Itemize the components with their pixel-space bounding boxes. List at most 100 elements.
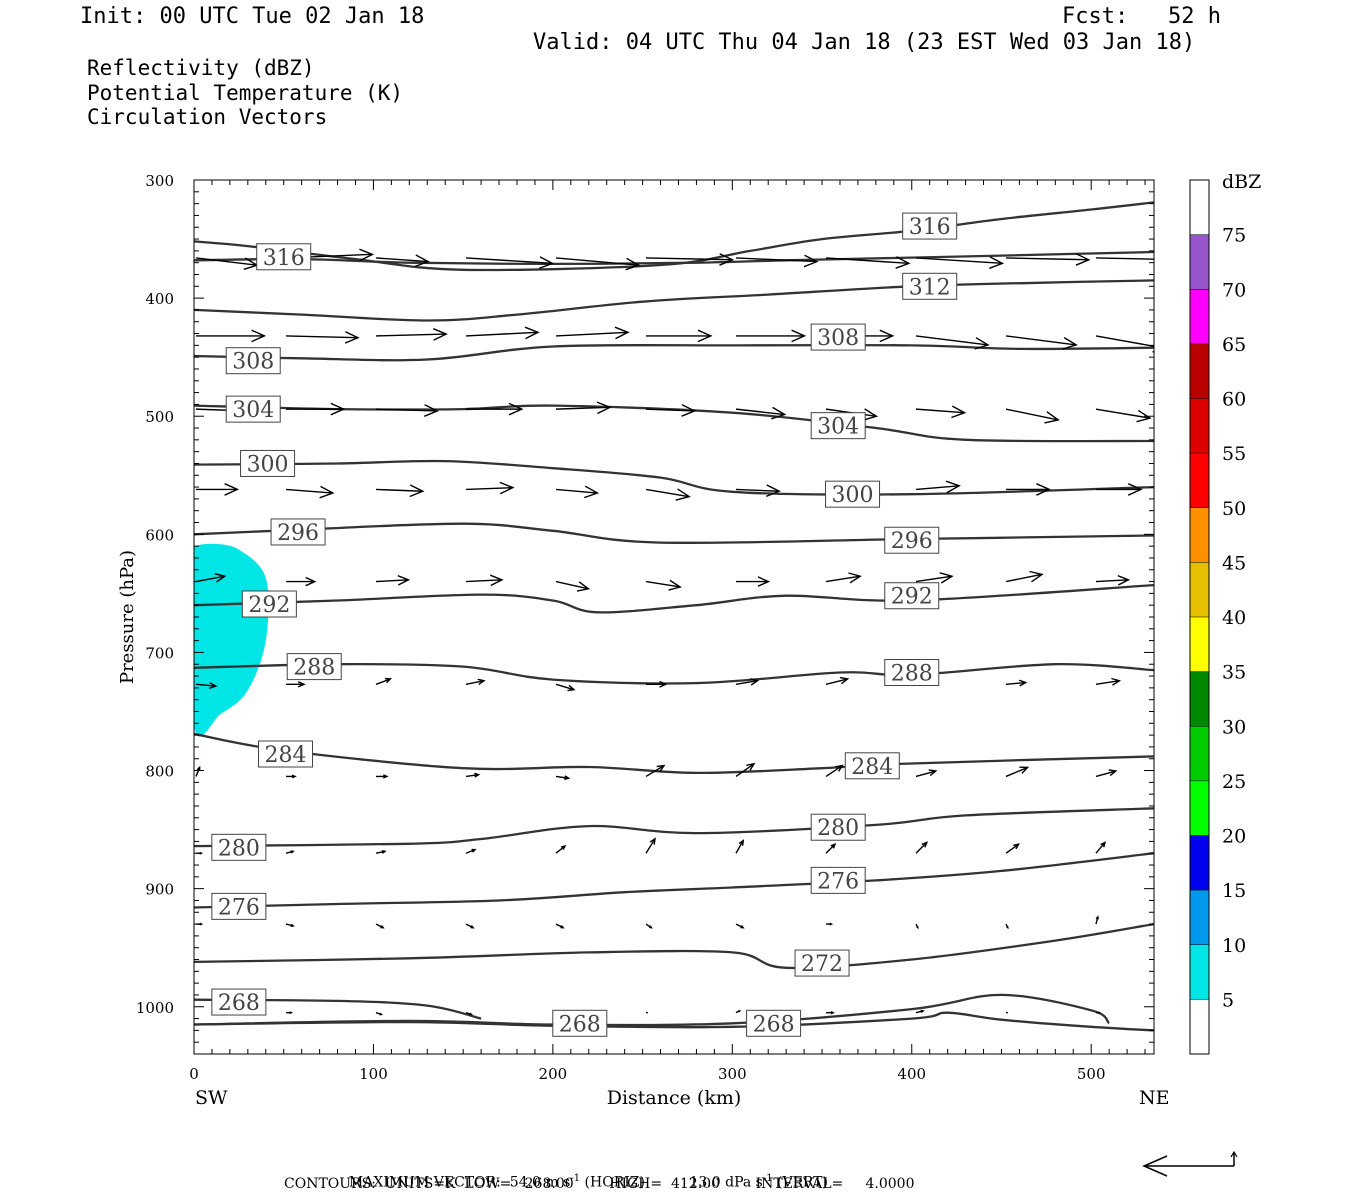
circulation-vector (645, 837, 656, 854)
circulation-vector (465, 1011, 474, 1016)
circulation-vector (1005, 253, 1091, 266)
circulation-vector (286, 681, 306, 688)
x-tick-label: 0 (189, 1065, 199, 1083)
circulation-vector (825, 764, 844, 778)
colorbar-label: 30 (1222, 716, 1246, 738)
y-tick-label: 500 (145, 408, 174, 426)
contour-label-292: 292 (891, 585, 933, 610)
vert-max-value: 13.0 (689, 1174, 721, 1191)
x-tick-label: 400 (897, 1065, 926, 1083)
x-tick-label: 100 (359, 1065, 388, 1083)
circulation-vector (1095, 335, 1154, 353)
init-time: Init: 00 UTC Tue 02 Jan 18 (80, 4, 425, 29)
dbz-colorbar: 5 10 15 20 25 30 35 40 45 50 55 60 65 70 75 (1189, 179, 1246, 1055)
colorbar-segment (1190, 835, 1209, 891)
circulation-vector (915, 769, 938, 778)
colorbar-unit: dBZ (1222, 171, 1261, 193)
horiz-unit: m s (545, 1174, 571, 1191)
circulation-vector (735, 762, 756, 778)
colorbar-segment (1190, 289, 1209, 344)
circulation-vector (555, 401, 612, 415)
circulation-vector (1005, 766, 1030, 778)
y-axis-title: Pressure (hPa) (117, 550, 138, 684)
theta-contour-308 (194, 343, 1154, 362)
circulation-vector (1095, 915, 1099, 925)
contour-label-box (902, 272, 958, 300)
theta-contour-316 (194, 201, 1154, 272)
contour-label-box (211, 892, 267, 920)
contour-label-276: 276 (218, 895, 260, 920)
contour-label-296: 296 (891, 529, 933, 554)
contour-label-292: 292 (248, 593, 290, 618)
circulation-vector (1005, 570, 1044, 583)
contour-label-312: 312 (909, 275, 951, 300)
contour-label-box (225, 347, 281, 375)
contour-label-box (286, 653, 342, 681)
circulation-vector (196, 483, 240, 496)
y-tick-label: 400 (145, 290, 174, 308)
circulation-vector (465, 256, 555, 269)
contour-label-268: 268 (218, 991, 260, 1016)
contour-label-300: 300 (832, 483, 874, 508)
y-tick-label: 900 (145, 881, 174, 899)
contour-label-268: 268 (753, 1012, 795, 1037)
circulation-vector (286, 402, 346, 416)
circulation-vector (645, 488, 691, 501)
contour-label-box (810, 866, 866, 894)
contour-label-288: 288 (891, 662, 933, 687)
circulation-vector (1095, 408, 1152, 423)
horiz-max-value: 54.0 (509, 1174, 541, 1191)
sw-end-label: SW (195, 1087, 228, 1109)
y-tick-label: 700 (145, 644, 174, 662)
theta-contour-276 (194, 852, 1154, 909)
circulation-vector (285, 485, 335, 499)
colorbar-label: 45 (1222, 552, 1246, 574)
circulation-vector (915, 480, 961, 494)
contour-label-box (794, 949, 850, 977)
reference-vector-icon (1142, 1150, 1238, 1177)
contour-label-box (211, 988, 267, 1016)
colorbar-label: 35 (1222, 662, 1246, 684)
circulation-vector (196, 329, 267, 343)
circulation-vector (555, 326, 630, 340)
colorbar-segment (1190, 890, 1209, 945)
contour-label-308: 308 (232, 350, 274, 375)
circulation-vector (1006, 483, 1051, 496)
circulation-vector (1186, 1011, 1190, 1013)
contour-label-box (552, 1009, 608, 1037)
circulation-vector (826, 1010, 835, 1015)
circulation-vector (375, 850, 387, 854)
horiz-unit-exp: -1 (570, 1173, 581, 1184)
colorbar-label: 70 (1222, 279, 1246, 301)
circulation-vector (555, 257, 641, 271)
colorbar-segment (1190, 453, 1209, 508)
contours-info: CONTOURS: UNITS=K LOW= 268.00 HIGH= 412.… (284, 1176, 915, 1192)
colorbar-segment (1190, 726, 1209, 781)
contour-label-box (270, 518, 326, 546)
circulation-vector (825, 842, 837, 854)
circulation-vector (195, 682, 218, 690)
circulation-vector (1005, 923, 1009, 930)
circulation-vector (465, 326, 540, 340)
circulation-vector (1096, 1011, 1102, 1014)
contour-label-288: 288 (293, 656, 335, 681)
contour-label-272: 272 (801, 952, 843, 977)
contour-label-304: 304 (817, 415, 859, 440)
circulation-vector (465, 848, 477, 854)
contour-label-304: 304 (232, 398, 274, 423)
circulation-vector (375, 254, 430, 268)
vert-unit-exp: -1 (762, 1173, 773, 1184)
circulation-vector (645, 579, 682, 591)
contour-label-300: 300 (247, 452, 289, 477)
circulation-vector (376, 774, 389, 779)
circulation-vector (465, 678, 486, 686)
circulation-vector (1095, 575, 1131, 586)
valid-time: Valid: 04 UTC Thu 04 Jan 18 (23 EST Wed … (533, 30, 1196, 55)
circulation-vector (555, 923, 565, 929)
colorbar-segment (1190, 507, 1209, 563)
contour-label-box (884, 582, 940, 610)
colorbar-label: 15 (1222, 880, 1246, 902)
colorbar-segment (1190, 562, 1209, 617)
contour-label-276: 276 (817, 869, 859, 894)
